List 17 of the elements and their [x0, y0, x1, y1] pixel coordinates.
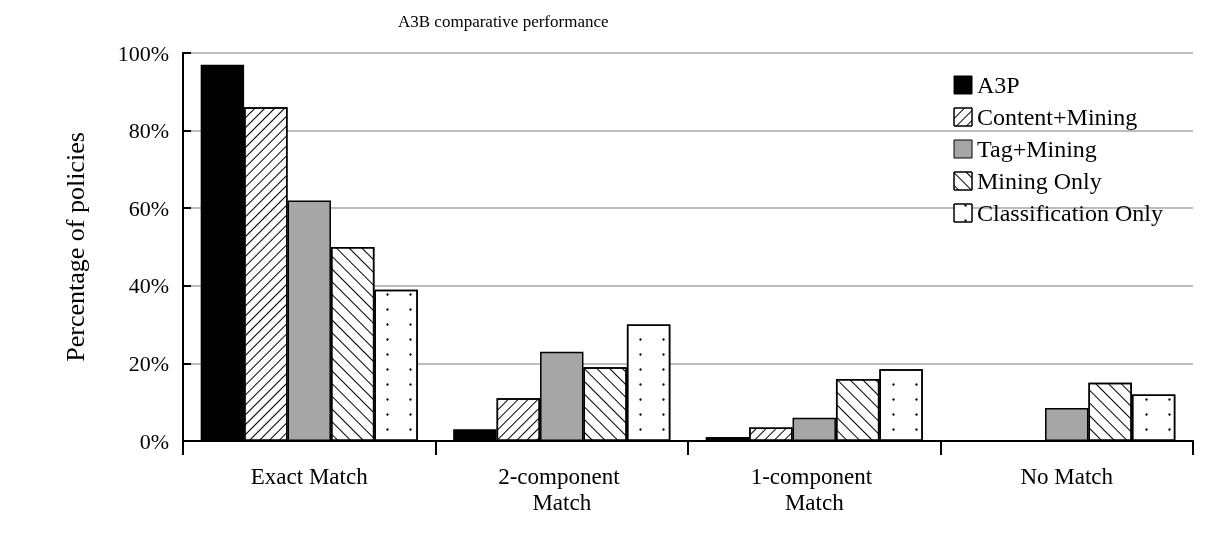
legend-label: Tag+Mining [977, 136, 1097, 162]
y-tick-label: 40% [128, 273, 169, 299]
chart-title: A3B comparative performance [398, 12, 609, 31]
legend-label: Classification Only [977, 200, 1164, 226]
y-tick-label: 60% [128, 195, 169, 221]
legend-label: Mining Only [977, 168, 1102, 194]
x-tick-label: 1-component Match [750, 463, 878, 515]
legend-label: Content+Mining [977, 104, 1138, 130]
y-tick-label: 100% [117, 40, 169, 66]
y-tick-label: 20% [128, 350, 169, 376]
y-tick-label: 80% [128, 118, 169, 144]
x-tick-label: No Match [1020, 463, 1114, 489]
y-tick-label: 0% [139, 428, 169, 454]
x-tick-label: Exact Match [250, 463, 369, 489]
legend-label: A3P [977, 72, 1020, 98]
x-tick-label: 2-component Match [498, 463, 626, 515]
y-axis-title: Percentage of policies [60, 132, 90, 362]
